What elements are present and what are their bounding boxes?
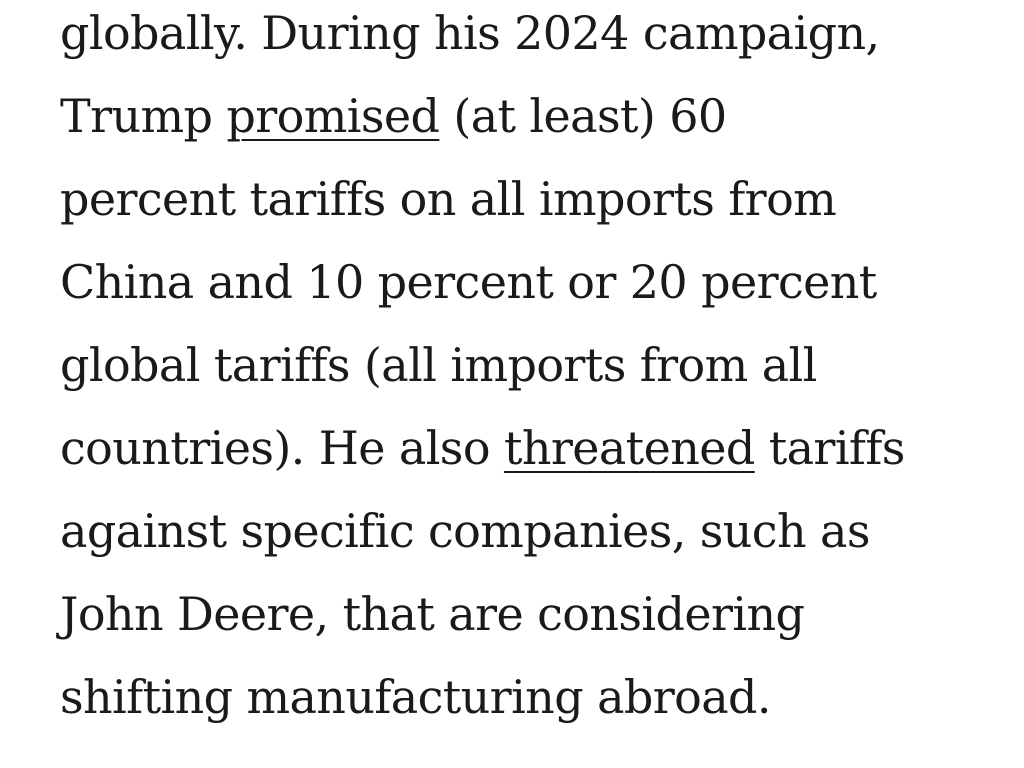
text-line: John Deere, that are considering — [60, 587, 805, 641]
text-line: percent tariffs on all imports from — [60, 172, 837, 226]
threatened-link[interactable]: threatened — [503, 421, 755, 475]
text-run: Trump — [60, 89, 227, 143]
text-line: against specific companies, such as — [60, 504, 870, 558]
text-line: global tariffs (all imports from all — [60, 338, 817, 392]
text-line: Trump promised (at least) 60 — [60, 75, 990, 158]
text-line: countries). He also threatened tariffs — [60, 407, 990, 490]
text-run: tariffs — [754, 421, 906, 475]
text-line: globally. During his 2024 campaign, — [60, 6, 880, 60]
article-body: globally. During his 2024 campaign, Trum… — [60, 0, 990, 739]
text-run: countries). He also — [60, 421, 504, 475]
promised-link[interactable]: promised — [226, 89, 440, 143]
text-run: (at least) 60 — [439, 89, 727, 143]
text-line: China and 10 percent or 20 percent — [60, 255, 877, 309]
text-line: shifting manufacturing abroad. — [60, 670, 772, 724]
